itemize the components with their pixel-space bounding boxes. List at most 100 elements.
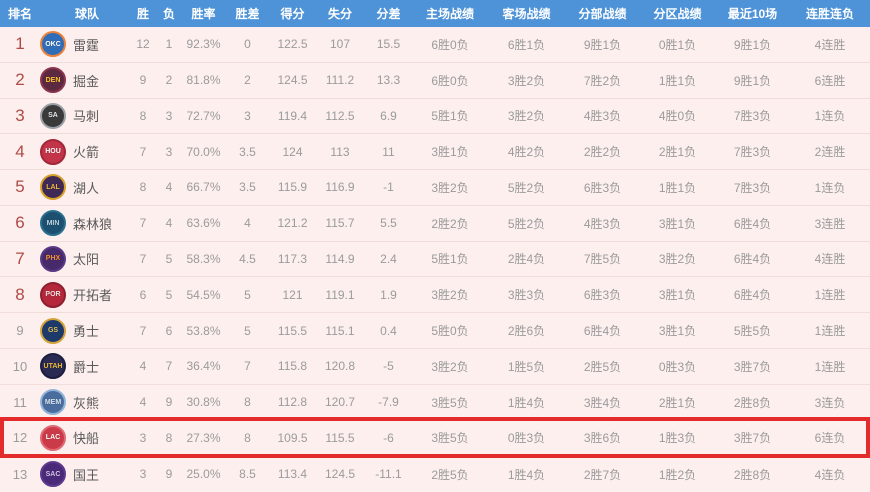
cell-pct: 81.8% bbox=[186, 73, 221, 88]
cell-wins: 7 bbox=[139, 323, 147, 338]
cell-streak: 6连胜 bbox=[814, 73, 846, 88]
cell-wins: 7 bbox=[139, 144, 147, 159]
cell-away: 2胜6负 bbox=[507, 324, 546, 338]
cell-last10: 6胜4负 bbox=[733, 252, 772, 267]
header-cell-losses: 负 bbox=[162, 7, 175, 21]
cell-streak: 2连胜 bbox=[814, 145, 846, 160]
table-row: 11 MEM 灰熊 4 9 30.8% 8 112.8 120.7 -7.9 3胜5负 1胜4负 3胜4… bbox=[0, 384, 870, 421]
cell-pf: 121 bbox=[282, 287, 303, 302]
cell-team[interactable]: HOU 火箭 bbox=[40, 138, 130, 165]
cell-diff: -6 bbox=[383, 430, 394, 445]
team-logo-icon: HOU bbox=[40, 138, 66, 165]
cell-pa: 115.7 bbox=[325, 216, 355, 231]
cell-conference: 3胜1负 bbox=[658, 288, 697, 303]
cell-team[interactable]: DEN 掘金 bbox=[40, 67, 130, 94]
cell-conference: 3胜2负 bbox=[658, 252, 697, 267]
team-name: 湖人 bbox=[73, 180, 100, 196]
cell-losses: 1 bbox=[165, 37, 173, 52]
cell-gb: 0 bbox=[244, 37, 251, 52]
cell-home: 3胜2负 bbox=[431, 288, 469, 303]
cell-losses: 2 bbox=[165, 73, 173, 88]
cell-division: 6胜3负 bbox=[583, 180, 622, 195]
cell-pa: 114.9 bbox=[325, 251, 355, 266]
cell-home: 3胜2负 bbox=[431, 359, 469, 374]
cell-diff: 0.4 bbox=[380, 323, 397, 338]
cell-last10: 7胜3负 bbox=[733, 109, 772, 124]
team-name: 雷霆 bbox=[73, 37, 100, 53]
cell-conference: 3胜1负 bbox=[658, 216, 697, 231]
cell-team[interactable]: MIN 森林狼 bbox=[40, 210, 130, 237]
cell-away: 1胜4负 bbox=[507, 395, 546, 410]
cell-losses: 5 bbox=[165, 287, 173, 302]
header-cell-pa: 失分 bbox=[327, 7, 352, 21]
cell-pct: 53.8% bbox=[186, 323, 221, 338]
cell-team[interactable]: UTAH 爵士 bbox=[40, 353, 130, 380]
table-row: 3 SA 马刺 8 3 72.7% 3 119.4 112.5 6.9 5胜1负 3胜2负 4胜3负 4胜… bbox=[0, 98, 870, 135]
cell-losses: 4 bbox=[165, 180, 173, 195]
cell-team[interactable]: SAC 国王 bbox=[40, 461, 130, 488]
header-cell-wins: 胜 bbox=[136, 7, 149, 21]
cell-rank: 8 bbox=[15, 284, 25, 304]
cell-rank: 3 bbox=[15, 105, 25, 125]
cell-pf: 122.5 bbox=[277, 37, 308, 52]
cell-diff: 1.9 bbox=[380, 287, 397, 302]
table-row: 10 UTAH 爵士 4 7 36.4% 7 115.8 120.8 -5 3胜2负 1胜5负 2胜5负… bbox=[0, 348, 870, 385]
team-logo-icon: GS bbox=[40, 317, 66, 344]
cell-pct: 25.0% bbox=[186, 467, 221, 482]
cell-conference: 2胜1负 bbox=[658, 145, 697, 160]
table-row: 8 POR 开拓者 6 5 54.5% 5 121 119.1 1.9 3胜2负 3胜3负 6胜3负 3胜… bbox=[0, 277, 870, 314]
cell-streak: 3连胜 bbox=[814, 216, 846, 231]
cell-home: 2胜2负 bbox=[431, 216, 469, 231]
cell-team[interactable]: LAC 快船 bbox=[40, 424, 130, 451]
cell-team[interactable]: OKC 雷霆 bbox=[40, 31, 130, 58]
header-cell-gb: 胜差 bbox=[235, 7, 260, 21]
cell-away: 6胜1负 bbox=[507, 37, 546, 52]
cell-pf: 115.8 bbox=[277, 359, 308, 374]
cell-team[interactable]: GS 勇士 bbox=[40, 317, 130, 344]
cell-losses: 4 bbox=[165, 216, 173, 231]
cell-pa: 116.9 bbox=[325, 180, 355, 195]
cell-last10: 3胜7负 bbox=[733, 431, 772, 446]
cell-losses: 8 bbox=[165, 430, 173, 445]
cell-division: 2胜2负 bbox=[583, 145, 622, 160]
table-row: 6 MIN 森林狼 7 4 63.6% 4 121.2 115.7 5.5 2胜2负 5胜2负 4胜3负… bbox=[0, 205, 870, 242]
cell-gb: 7 bbox=[244, 359, 251, 374]
cell-diff: 6.9 bbox=[380, 108, 397, 123]
cell-streak: 4连胜 bbox=[814, 252, 846, 267]
cell-losses: 5 bbox=[165, 251, 173, 266]
cell-pa: 119.1 bbox=[325, 287, 355, 302]
cell-diff: -1 bbox=[383, 180, 394, 195]
cell-diff: 13.3 bbox=[376, 73, 401, 88]
cell-division: 4胜3负 bbox=[583, 216, 622, 231]
cell-wins: 8 bbox=[139, 108, 147, 123]
cell-pf: 113.4 bbox=[277, 467, 308, 482]
cell-wins: 7 bbox=[139, 251, 147, 266]
cell-pf: 115.9 bbox=[277, 180, 308, 195]
cell-gb: 5 bbox=[244, 287, 251, 302]
cell-last10: 9胜1负 bbox=[733, 37, 772, 52]
cell-team[interactable]: SA 马刺 bbox=[40, 102, 130, 129]
cell-streak: 1连负 bbox=[814, 180, 846, 195]
cell-last10: 2胜8负 bbox=[733, 467, 772, 482]
cell-pct: 27.3% bbox=[186, 430, 221, 445]
cell-pct: 58.3% bbox=[186, 251, 221, 266]
cell-team[interactable]: LAL 湖人 bbox=[40, 174, 130, 201]
team-name: 掘金 bbox=[73, 73, 100, 89]
cell-away: 4胜2负 bbox=[507, 145, 546, 160]
cell-team[interactable]: MEM 灰熊 bbox=[40, 389, 130, 416]
cell-wins: 7 bbox=[139, 216, 147, 231]
cell-rank: 7 bbox=[15, 248, 25, 268]
cell-home: 6胜0负 bbox=[431, 73, 469, 88]
table-header-row: 排名 球队 胜负 胜率 胜差 得分 失分 分差 主场战绩 客场战绩 分部战绩 分区战绩 最近10场 连胜连… bbox=[0, 0, 870, 27]
cell-conference: 2胜1负 bbox=[658, 395, 697, 410]
cell-home: 5胜0负 bbox=[431, 324, 469, 338]
table-row: 5 LAL 湖人 8 4 66.7% 3.5 115.9 116.9 -1 3胜2负 5胜2负 6胜3负… bbox=[0, 170, 870, 206]
cell-team[interactable]: POR 开拓者 bbox=[40, 281, 130, 308]
cell-away: 1胜5负 bbox=[507, 359, 546, 374]
header-cell-streak: 连胜连负 bbox=[805, 7, 854, 21]
cell-home: 5胜1负 bbox=[431, 109, 469, 124]
cell-division: 7胜5负 bbox=[583, 252, 622, 267]
cell-rank: 5 bbox=[15, 177, 25, 197]
cell-team[interactable]: PHX 太阳 bbox=[40, 245, 130, 272]
